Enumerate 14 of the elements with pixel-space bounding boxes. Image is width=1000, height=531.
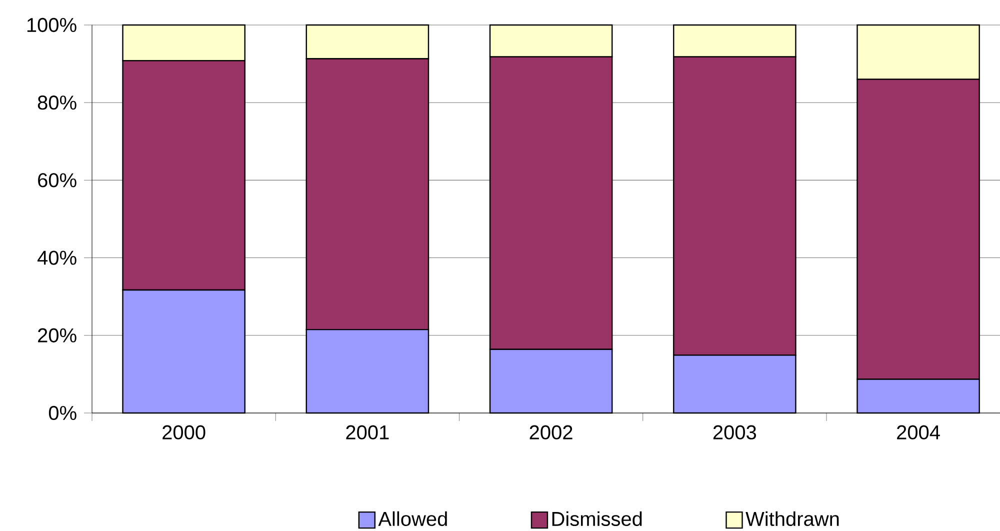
y-tick-label: 80% <box>38 96 76 110</box>
y-tick-label: 0% <box>48 406 76 420</box>
x-tick-label: 2002 <box>530 425 572 440</box>
y-tick-label: 60% <box>38 173 76 188</box>
x-tick-label: 2004 <box>897 425 940 440</box>
x-tick-label: 2000 <box>162 425 206 440</box>
y-tick-label: 100% <box>27 18 76 32</box>
y-tick-label: 40% <box>38 250 76 265</box>
x-tick-label: 2003 <box>713 425 756 440</box>
x-tick-label: 2001 <box>346 425 389 440</box>
legend-label: Allowed <box>378 511 447 526</box>
y-tick-label: 20% <box>38 328 76 342</box>
legend-label: Withdrawn <box>746 511 839 526</box>
legend-label: Dismissed <box>552 511 642 526</box>
